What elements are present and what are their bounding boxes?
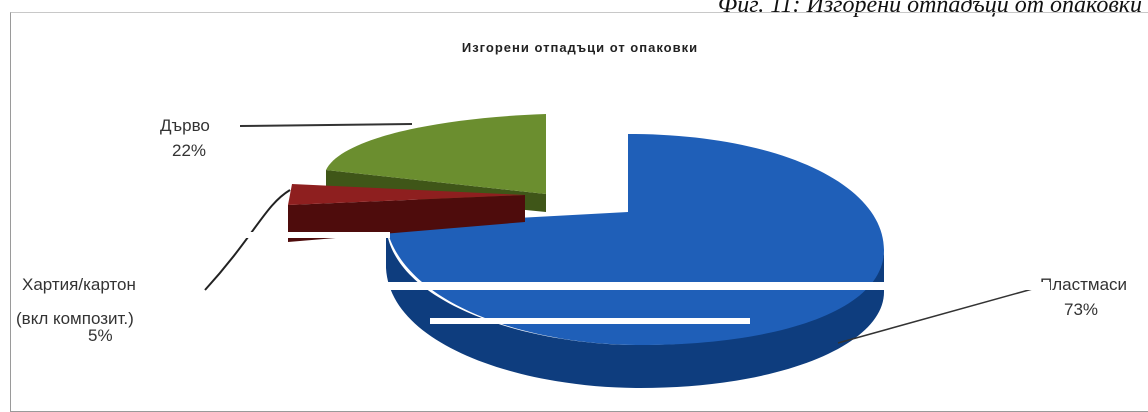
chart-title: Изгорени отпадъци от опаковки (462, 40, 698, 55)
label-paper-name-2: (вкл композит.) (16, 309, 134, 328)
figure-caption: Фиг. 11: Изгорени отпадъци от опаковки (717, 0, 1142, 18)
leader-line-wood (239, 123, 413, 127)
slice-paper-side (288, 195, 525, 242)
slice-paper (288, 184, 525, 242)
label-paper-name-1: Хартия/картон (22, 275, 136, 294)
label-plastics-pct: 73% (1064, 300, 1098, 319)
mask-band-2 (430, 318, 750, 324)
slice-plastics (386, 134, 884, 388)
slice-plastics-side (386, 225, 884, 388)
mask-band-3 (220, 232, 390, 238)
label-wood-name: Дърво (160, 116, 210, 135)
slice-paper-top (288, 184, 525, 205)
slice-wood-top (326, 114, 546, 194)
leader-line-plastics (837, 287, 1037, 344)
leader-line-paper (204, 189, 291, 291)
label-paper-pct: 5% (88, 326, 113, 345)
slice-plastics-top (386, 134, 884, 345)
label-wood-pct: 22% (172, 141, 206, 160)
label-plastics-name: Пластмаси (1040, 275, 1127, 294)
mask-band-1 (230, 282, 1050, 290)
